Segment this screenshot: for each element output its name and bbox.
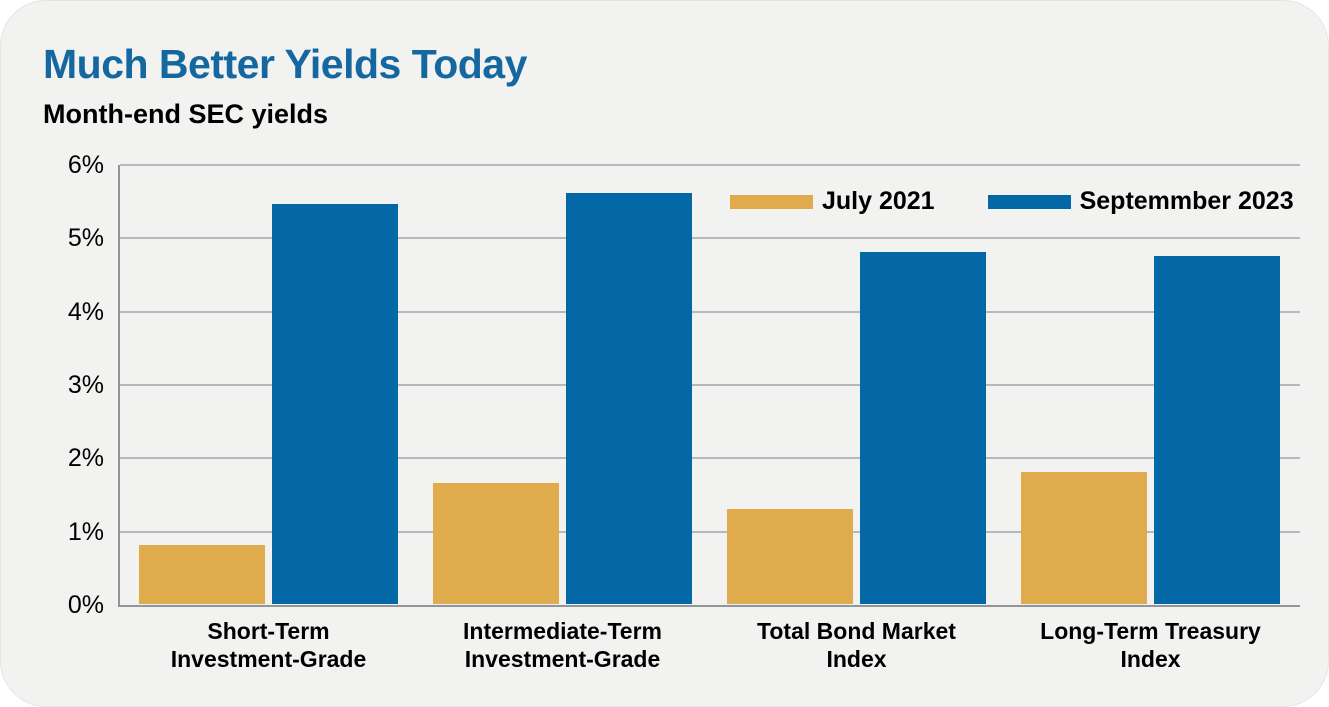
- gridline: [120, 237, 1300, 240]
- x-category-label-line: Total Bond Market: [757, 618, 956, 644]
- gridline: [120, 530, 1300, 533]
- legend-swatch-icon: [987, 194, 1071, 209]
- x-category-label-line: Long-Term Treasury: [1040, 618, 1261, 644]
- legend: July 2021 Septemmber 2023: [730, 187, 1294, 216]
- bar-september-2023-group2: [566, 193, 692, 604]
- gridline: [120, 457, 1300, 460]
- y-tick-label: 4%: [67, 297, 104, 326]
- x-category-label-line: Index: [826, 646, 887, 672]
- x-category-label-line: Short-Term: [207, 618, 330, 644]
- x-category-label-line: Intermediate-Term: [463, 618, 662, 644]
- bar-chart: 6% 5% 4% 3% 2% 1% 0% July 2021 Septemmber 2023 …: [1, 151, 1328, 705]
- bar-july-2021-group2: [433, 483, 559, 604]
- y-tick-label: 1%: [67, 517, 104, 546]
- gridline: [120, 384, 1300, 386]
- chart-title: Much Better Yields Today: [43, 41, 527, 87]
- x-category-label-line: Index: [1120, 646, 1181, 672]
- legend-item-july-2021: July 2021: [730, 187, 935, 216]
- y-tick-label: 0%: [67, 591, 104, 619]
- y-axis-line: [118, 165, 120, 607]
- bar-september-2023-group4: [1154, 255, 1280, 604]
- x-category-label: Long-Term Treasury Index: [991, 617, 1311, 673]
- legend-item-september-2023: Septemmber 2023: [987, 187, 1294, 216]
- x-category-label: Short-Term Investment-Grade: [109, 617, 429, 673]
- bar-july-2021-group4: [1021, 472, 1147, 604]
- bar-september-2023-group3: [860, 252, 986, 604]
- y-tick-label: 5%: [67, 224, 104, 253]
- y-tick-label: 3%: [67, 371, 104, 399]
- y-tick-label: 2%: [67, 444, 104, 473]
- gridline: [120, 310, 1300, 313]
- legend-label: Septemmber 2023: [1079, 187, 1294, 215]
- x-category-label-line: Investment-Grade: [464, 646, 661, 672]
- x-category-label: Total Bond Market Index: [697, 617, 1017, 673]
- x-category-label-line: Investment-Grade: [170, 646, 367, 672]
- y-axis-labels: 6% 5% 4% 3% 2% 1% 0%: [1, 151, 104, 619]
- bar-september-2023-group1: [272, 204, 398, 604]
- legend-swatch-icon: [730, 194, 813, 209]
- legend-label: July 2021: [822, 187, 935, 215]
- gridline: [120, 164, 1300, 166]
- plot-area: July 2021 Septemmber 2023: [118, 164, 1300, 607]
- chart-subtitle: Month-end SEC yields: [43, 99, 329, 129]
- bar-july-2021-group1: [139, 545, 265, 604]
- x-category-label: Intermediate-Term Investment-Grade: [403, 617, 723, 673]
- bar-july-2021-group3: [727, 508, 853, 604]
- x-axis-line: [120, 605, 1300, 607]
- y-tick-label: 6%: [67, 151, 104, 179]
